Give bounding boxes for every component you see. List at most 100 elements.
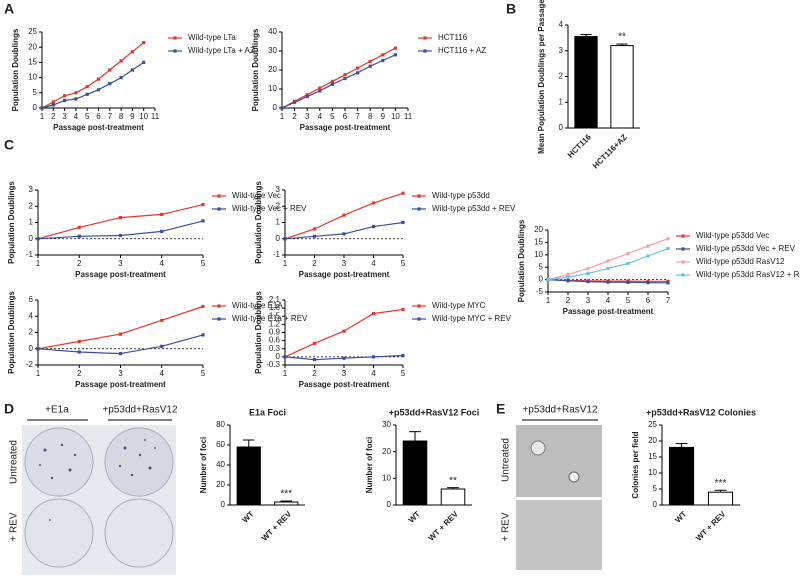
- x-tick-label: HCT116+AZ: [591, 132, 629, 170]
- x-tick-label: 2: [566, 296, 571, 305]
- series-line: [37, 305, 204, 350]
- marker: [160, 344, 164, 348]
- y-tick-label: 10: [534, 250, 543, 259]
- legend-marker: [217, 317, 221, 321]
- y-tick-label: 5: [33, 88, 38, 97]
- y-tick-label: 0.3: [269, 344, 281, 353]
- marker: [586, 271, 590, 275]
- marker: [356, 66, 360, 70]
- row-label: Untreated: [9, 440, 20, 484]
- y-axis-label: Number of foci: [199, 437, 208, 493]
- x-tick-label: 4: [318, 112, 323, 121]
- x-tick-label: 7: [666, 296, 671, 305]
- marker: [108, 82, 112, 86]
- y-tick-label: 60: [216, 440, 225, 449]
- bar: [574, 36, 598, 129]
- marker: [566, 275, 570, 279]
- marker: [606, 280, 610, 284]
- colony: [530, 440, 546, 456]
- x-tick-label: 7: [355, 112, 360, 121]
- x-tick-label: 5: [201, 259, 206, 268]
- y-tick-label: 0.9: [269, 328, 281, 337]
- series-line: [284, 221, 404, 240]
- y-tick-label: 10: [382, 473, 391, 482]
- marker: [606, 259, 610, 263]
- x-axis-label: Passage post-treatment: [299, 380, 390, 389]
- series-line: [41, 61, 145, 109]
- y-tick-label: 10: [268, 84, 277, 93]
- marker: [342, 329, 346, 333]
- marker: [393, 46, 397, 50]
- marker: [305, 95, 309, 99]
- legend-label: Wild-type E1A: [232, 301, 283, 310]
- legend-marker: [681, 247, 685, 251]
- marker: [401, 353, 405, 358]
- y-tick-label: 0: [653, 500, 658, 509]
- plate: [24, 498, 94, 568]
- x-tick-label: 1: [36, 259, 41, 268]
- y-tick-label: 0: [33, 103, 38, 112]
- x-axis-label: Passage post-treatment: [75, 270, 166, 279]
- marker: [381, 53, 385, 57]
- marker: [119, 76, 123, 80]
- x-tick-label: 1: [283, 259, 288, 268]
- plate-images: +E1a +p53dd+RasV12 Untreated + REV: [9, 405, 178, 575]
- column-label: +p53dd+RasV12: [102, 405, 178, 416]
- marker: [356, 71, 360, 75]
- marker: [646, 280, 650, 285]
- marker: [77, 339, 81, 344]
- x-tick-label: HCT116: [566, 132, 594, 160]
- marker: [40, 106, 44, 110]
- legend-label: Wild-type LTa: [188, 33, 236, 42]
- legend-label: Wild-type E1a + REV: [232, 314, 308, 323]
- y-tick-label: -5: [536, 287, 544, 296]
- y-tick-label: 5: [539, 262, 544, 271]
- bar: [402, 440, 428, 506]
- x-tick-label: 10: [139, 112, 148, 121]
- x-tick-label: 2: [77, 259, 82, 268]
- y-axis-label: Mean Population Doublings per Passage: [537, 0, 546, 154]
- annotation: ***: [715, 478, 727, 489]
- marker: [74, 97, 78, 101]
- x-tick-label: 1: [36, 369, 41, 378]
- marker: [280, 106, 284, 110]
- y-tick-label: 0: [221, 500, 226, 509]
- series-line: [547, 238, 669, 281]
- x-tick-label: 3: [62, 112, 67, 121]
- y-tick-label: 30: [382, 420, 391, 429]
- y-tick-label: 25: [648, 420, 657, 429]
- marker: [36, 347, 40, 351]
- y-axis-label: Population Doublings: [251, 28, 260, 111]
- colony: [568, 471, 580, 483]
- legend-marker: [681, 234, 685, 238]
- marker: [646, 244, 650, 248]
- legend-marker: [681, 273, 685, 277]
- panel-label: E: [496, 401, 505, 417]
- plate: [104, 498, 174, 568]
- y-axis-label: Number of foci: [365, 437, 374, 493]
- marker: [119, 59, 123, 63]
- legend-marker: [217, 207, 221, 211]
- marker: [368, 64, 372, 68]
- x-tick-label: 4: [160, 259, 165, 268]
- legend-marker: [423, 49, 427, 53]
- y-tick-label: 0: [539, 275, 544, 284]
- y-axis-label: Population Doublings: [7, 291, 16, 374]
- marker: [318, 89, 322, 93]
- legend-label: Wild-type p53dd Vec: [696, 231, 769, 240]
- y-tick-label: 0: [387, 500, 392, 509]
- marker: [586, 266, 590, 271]
- y-tick-label: 0: [29, 344, 34, 353]
- legend-marker: [423, 36, 427, 40]
- x-tick-label: 2: [312, 259, 317, 268]
- x-axis-label: Passage post-treatment: [300, 123, 391, 132]
- marker: [342, 232, 346, 236]
- y-tick-label: 1: [276, 218, 281, 227]
- y-axis-label: Population Doublings: [254, 291, 263, 374]
- plate: [104, 427, 174, 497]
- marker: [77, 234, 81, 238]
- y-tick-label: 1.2: [269, 319, 281, 328]
- marker: [36, 237, 40, 241]
- chart-title: +p53dd+RasV12 Foci: [389, 407, 480, 417]
